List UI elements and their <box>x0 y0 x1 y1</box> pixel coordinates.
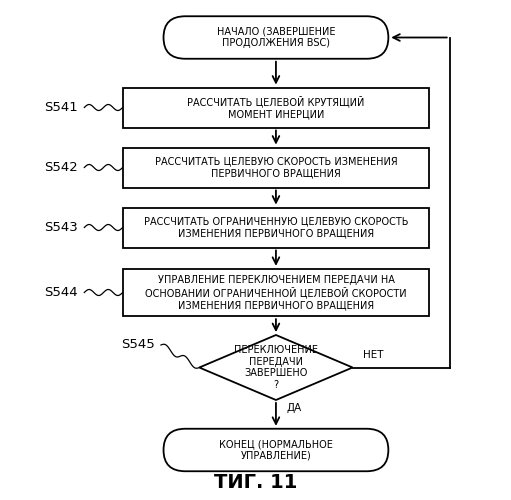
Text: РАССЧИТАТЬ ОГРАНИЧЕННУЮ ЦЕЛЕВУЮ СКОРОСТЬ
ИЗМЕНЕНИЯ ПЕРВИЧНОГО ВРАЩЕНИЯ: РАССЧИТАТЬ ОГРАНИЧЕННУЮ ЦЕЛЕВУЮ СКОРОСТЬ… <box>144 216 408 238</box>
FancyBboxPatch shape <box>164 428 388 471</box>
Bar <box>123 88 429 128</box>
Text: S541: S541 <box>44 101 78 114</box>
Bar <box>123 208 429 248</box>
Polygon shape <box>199 335 353 400</box>
Text: РАССЧИТАТЬ ЦЕЛЕВОЙ КРУТЯЩИЙ
МОМЕНТ ИНЕРЦИИ: РАССЧИТАТЬ ЦЕЛЕВОЙ КРУТЯЩИЙ МОМЕНТ ИНЕРЦ… <box>187 96 365 119</box>
Text: КОНЕЦ (НОРМАЛЬНОЕ
УПРАВЛЕНИЕ): КОНЕЦ (НОРМАЛЬНОЕ УПРАВЛЕНИЕ) <box>219 439 333 461</box>
Text: S545: S545 <box>121 338 155 351</box>
FancyBboxPatch shape <box>164 16 388 58</box>
Bar <box>123 148 429 188</box>
Text: S542: S542 <box>44 161 78 174</box>
Text: НАЧАЛО (ЗАВЕРШЕНИЕ
ПРОДОЛЖЕНИЯ BSC): НАЧАЛО (ЗАВЕРШЕНИЕ ПРОДОЛЖЕНИЯ BSC) <box>217 26 335 48</box>
Text: S543: S543 <box>44 221 78 234</box>
Text: ΤИГ. 11: ΤИГ. 11 <box>214 474 297 492</box>
Text: УПРАВЛЕНИЕ ПЕРЕКЛЮЧЕНИЕМ ПЕРЕДАЧИ НА
ОСНОВАНИИ ОГРАНИЧЕННОЙ ЦЕЛЕВОЙ СКОРОСТИ
ИЗМ: УПРАВЛЕНИЕ ПЕРЕКЛЮЧЕНИЕМ ПЕРЕДАЧИ НА ОСН… <box>145 275 407 310</box>
Text: РАССЧИТАТЬ ЦЕЛЕВУЮ СКОРОСТЬ ИЗМЕНЕНИЯ
ПЕРВИЧНОГО ВРАЩЕНИЯ: РАССЧИТАТЬ ЦЕЛЕВУЮ СКОРОСТЬ ИЗМЕНЕНИЯ ПЕ… <box>155 156 397 178</box>
Text: НЕТ: НЕТ <box>363 350 383 360</box>
Text: ДА: ДА <box>286 402 301 412</box>
Text: ПЕРЕКЛЮЧЕНИЕ
ПЕРЕДАЧИ
ЗАВЕРШЕНО
?: ПЕРЕКЛЮЧЕНИЕ ПЕРЕДАЧИ ЗАВЕРШЕНО ? <box>234 345 318 390</box>
Text: S544: S544 <box>44 286 78 299</box>
Bar <box>123 269 429 316</box>
